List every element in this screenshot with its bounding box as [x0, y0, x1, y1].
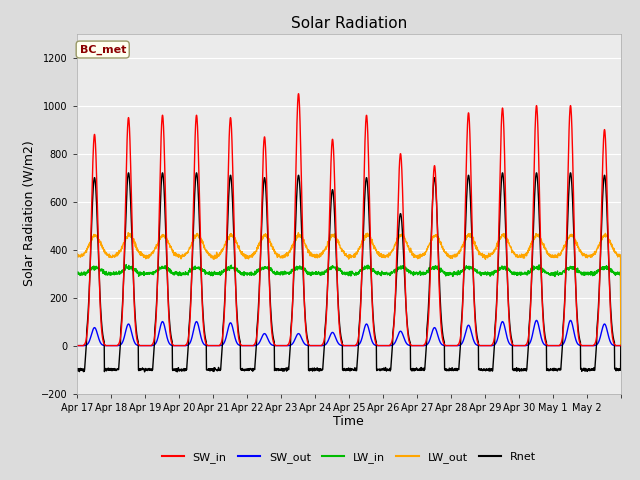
- LW_out: [543, 251, 551, 257]
- SW_in: [609, 338, 617, 344]
- SW_out: [244, 343, 252, 348]
- Line: Rnet: Rnet: [77, 173, 621, 372]
- LW_in: [609, 269, 617, 275]
- LW_out: [245, 254, 253, 260]
- LW_out: [127, 234, 135, 240]
- Rnet: [127, 211, 135, 217]
- LW_out: [73, 253, 81, 259]
- Rnet: [566, 170, 574, 176]
- Title: Solar Radiation: Solar Radiation: [291, 16, 407, 31]
- Line: LW_out: LW_out: [77, 233, 621, 346]
- SW_out: [381, 343, 389, 348]
- LW_in: [73, 270, 81, 276]
- SW_out: [617, 343, 625, 348]
- Rnet: [513, 365, 520, 371]
- LW_out: [124, 230, 132, 236]
- LW_in: [543, 270, 551, 276]
- SW_in: [244, 343, 252, 348]
- Rnet: [543, 366, 551, 372]
- SW_out: [566, 318, 574, 324]
- Text: BC_met: BC_met: [79, 44, 126, 55]
- LW_in: [122, 262, 130, 267]
- SW_in: [295, 91, 303, 96]
- Line: SW_out: SW_out: [77, 321, 621, 346]
- Line: LW_in: LW_in: [77, 264, 621, 346]
- LW_out: [513, 252, 520, 258]
- LW_in: [245, 271, 253, 277]
- SW_out: [543, 343, 551, 348]
- Rnet: [245, 368, 253, 373]
- SW_in: [73, 343, 81, 348]
- SW_out: [73, 343, 81, 348]
- LW_in: [513, 270, 520, 276]
- Legend: SW_in, SW_out, LW_in, LW_out, Rnet: SW_in, SW_out, LW_in, LW_out, Rnet: [157, 447, 540, 467]
- Rnet: [73, 367, 81, 373]
- Rnet: [617, 343, 625, 348]
- LW_out: [381, 253, 389, 259]
- Rnet: [173, 369, 181, 375]
- X-axis label: Time: Time: [333, 415, 364, 429]
- Rnet: [610, 336, 618, 342]
- LW_out: [617, 343, 625, 348]
- LW_in: [381, 271, 389, 276]
- SW_in: [513, 343, 520, 348]
- SW_in: [381, 343, 389, 348]
- LW_out: [609, 247, 617, 252]
- SW_out: [609, 342, 617, 348]
- SW_in: [617, 343, 625, 348]
- LW_in: [127, 265, 135, 271]
- Y-axis label: Solar Radiation (W/m2): Solar Radiation (W/m2): [22, 141, 36, 287]
- SW_out: [513, 343, 520, 348]
- Rnet: [381, 365, 389, 371]
- LW_in: [617, 343, 625, 348]
- SW_in: [127, 182, 135, 188]
- Line: SW_in: SW_in: [77, 94, 621, 346]
- SW_out: [127, 327, 135, 333]
- SW_in: [543, 342, 551, 348]
